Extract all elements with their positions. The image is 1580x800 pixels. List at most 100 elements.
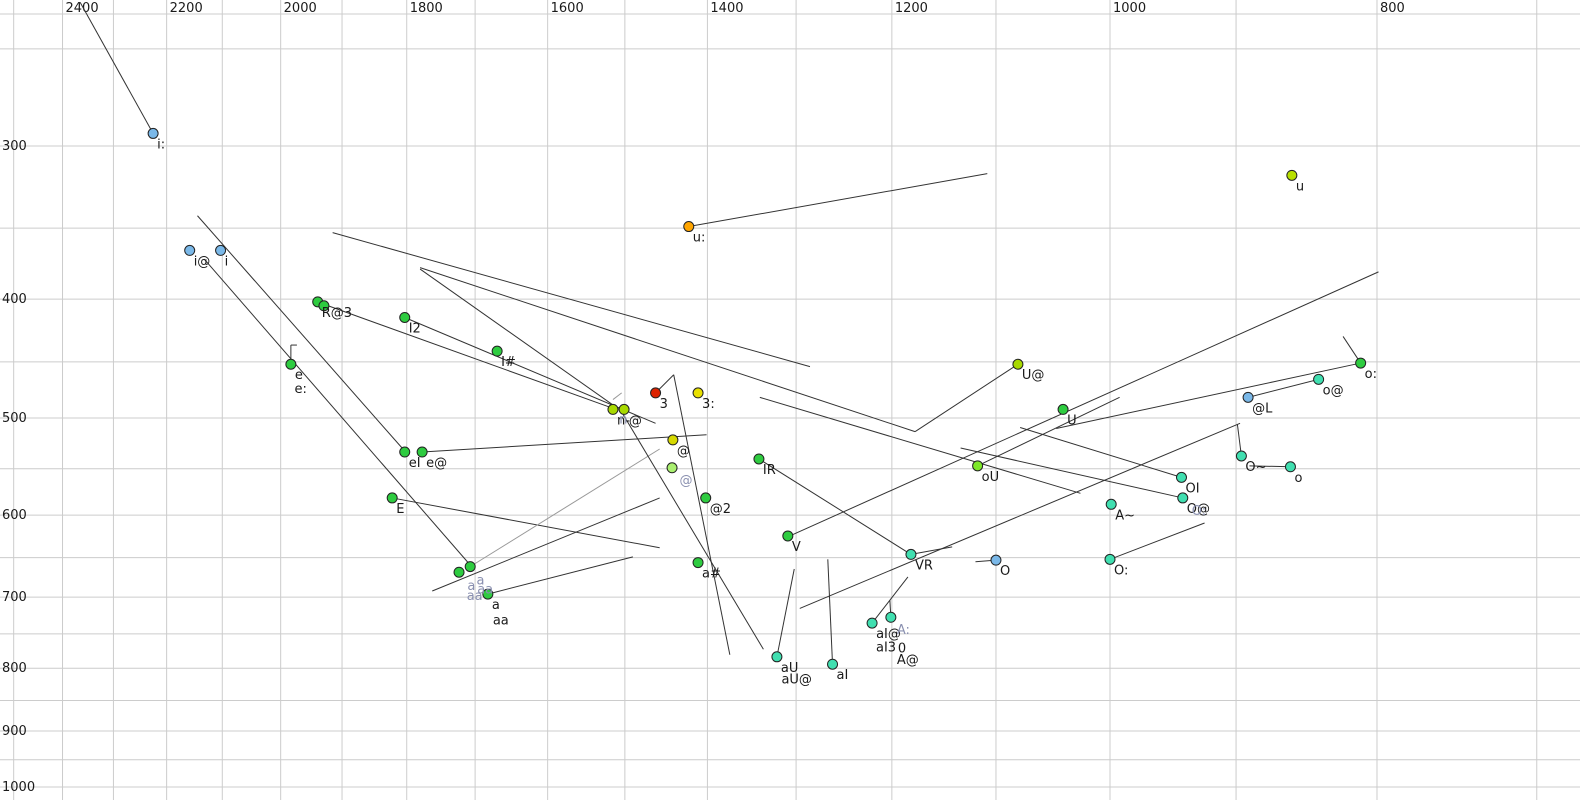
y-axis-tick-label: 800 <box>2 661 27 676</box>
data-point <box>700 492 712 504</box>
trajectory-line <box>203 258 471 566</box>
data-point <box>184 244 196 256</box>
extra-point-label: aU@ <box>781 673 811 688</box>
data-point <box>1104 553 1116 565</box>
data-point <box>1242 391 1254 403</box>
point-label: aI <box>837 668 849 683</box>
point-label: @L <box>1252 401 1273 416</box>
data-point <box>399 446 411 458</box>
data-point <box>482 588 494 600</box>
data-point <box>607 403 619 415</box>
extra-point-label: a <box>477 574 485 589</box>
data-point <box>215 244 227 256</box>
point-label: 3: <box>702 397 715 412</box>
point-label: e <box>295 368 303 383</box>
data-point <box>692 557 704 569</box>
point-label: I# <box>501 355 516 370</box>
data-point <box>782 530 794 542</box>
point-label: U@ <box>1022 368 1045 383</box>
data-point <box>1235 450 1247 462</box>
trajectory-line <box>320 302 614 409</box>
point-label: i@ <box>194 254 211 269</box>
data-point <box>416 446 428 458</box>
data-point <box>453 566 465 578</box>
point-label: e@ <box>426 456 447 471</box>
y-axis-tick-label: 600 <box>2 508 27 523</box>
data-point <box>650 387 662 399</box>
trajectory-line <box>688 173 988 228</box>
extra-point-label: a <box>467 579 475 594</box>
trajectory-line <box>871 576 909 624</box>
trajectory-line <box>487 556 633 595</box>
trajectory-line <box>1056 362 1361 430</box>
data-point <box>1012 358 1024 370</box>
point-label: @2 <box>710 502 731 517</box>
point-label: u: <box>693 231 706 246</box>
data-point <box>491 345 503 357</box>
data-point <box>1105 498 1117 510</box>
extra-point-label: aa <box>477 582 493 597</box>
point-label: o@ <box>1323 383 1344 398</box>
extra-point-label: aI3 <box>876 641 896 656</box>
point-label: 3 <box>660 397 668 412</box>
point-label: R@3 <box>322 306 352 321</box>
extra-point-label: @ <box>629 414 642 429</box>
point-label: n- <box>617 413 630 428</box>
trajectory-line <box>432 497 660 592</box>
data-point <box>399 311 411 323</box>
extra-point-label: A@ <box>897 653 919 668</box>
extra-point-label: @ <box>680 474 693 489</box>
data-point <box>1355 357 1367 369</box>
data-point <box>386 492 398 504</box>
trajectory-line <box>1109 522 1205 560</box>
y-axis-tick-label: 400 <box>2 292 27 307</box>
point-label: a <box>492 598 500 613</box>
data-point <box>1286 169 1298 181</box>
extra-point-label: 0 <box>898 641 906 656</box>
trajectory-line <box>977 396 1120 467</box>
data-point <box>464 561 476 573</box>
data-point <box>972 460 984 472</box>
point-label: U <box>1067 413 1077 428</box>
point-label: u <box>1296 179 1304 194</box>
data-point <box>827 658 839 670</box>
point-label: IR <box>763 463 776 478</box>
data-point <box>1175 471 1187 483</box>
trajectory-line <box>673 374 731 655</box>
trajectory-line <box>612 392 622 400</box>
extra-point-label: aa <box>467 589 483 604</box>
extra-point-label: A: <box>897 623 910 638</box>
trajectory-line <box>619 409 764 650</box>
point-label: eI <box>409 456 421 471</box>
point-label: aU <box>781 661 798 676</box>
trajectory-line <box>392 497 660 549</box>
point-label: O <box>1000 564 1010 579</box>
trajectory-line <box>332 232 811 368</box>
data-point <box>683 221 695 233</box>
trajectory-line <box>1019 427 1182 478</box>
y-axis-tick-label: 300 <box>2 139 27 154</box>
x-axis-tick-label: 2200 <box>170 1 203 16</box>
point-label: I2 <box>409 321 421 336</box>
trajectory-line <box>1249 465 1291 468</box>
trajectory-line <box>422 434 707 453</box>
x-axis-tick-label: 1800 <box>410 1 443 16</box>
data-point <box>318 300 330 312</box>
extra-point-label: O: <box>1192 504 1206 519</box>
point-label: oU <box>982 470 999 485</box>
x-axis-tick-label: 1200 <box>895 1 928 16</box>
point-label: @ <box>677 444 690 459</box>
y-axis-tick-label: 500 <box>2 411 27 426</box>
data-point <box>1177 492 1189 504</box>
x-axis-tick-label: 1400 <box>710 1 743 16</box>
data-point <box>666 462 678 474</box>
trajectory-line <box>758 458 912 555</box>
point-label: aI@ <box>876 627 901 642</box>
trajectory-line <box>787 271 1379 538</box>
data-point <box>1313 373 1325 385</box>
y-axis-tick-label: 900 <box>2 724 27 739</box>
trajectory-line <box>419 267 916 433</box>
trajectory-line <box>914 363 1019 433</box>
